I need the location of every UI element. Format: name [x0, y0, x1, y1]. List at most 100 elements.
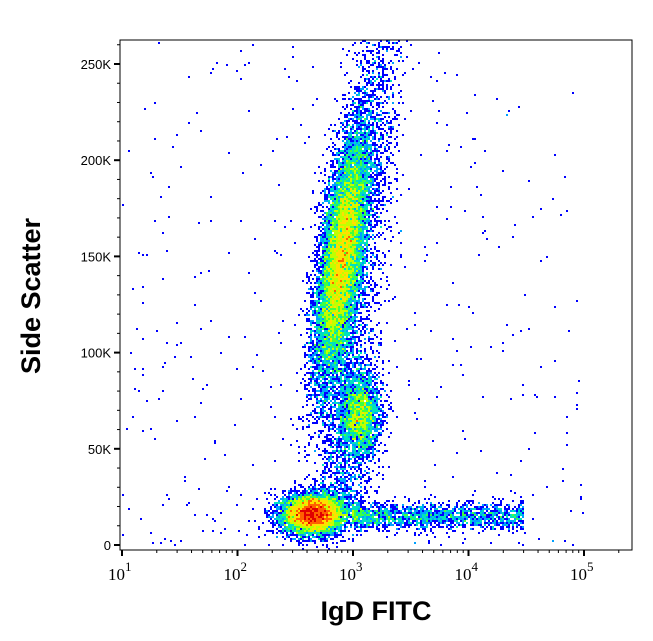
density-cell	[330, 366, 332, 368]
density-cell	[356, 238, 358, 240]
density-cell	[356, 182, 358, 184]
density-cell	[326, 336, 328, 338]
density-cell	[366, 166, 368, 168]
density-cell	[324, 322, 326, 324]
density-cell	[352, 402, 354, 404]
density-cell	[334, 330, 336, 332]
density-cell	[364, 142, 366, 144]
density-cell	[298, 446, 300, 448]
density-cell	[382, 68, 384, 70]
density-cell	[334, 192, 336, 194]
density-cell	[360, 144, 362, 146]
density-cell	[330, 444, 332, 446]
density-cell	[330, 214, 332, 216]
density-cell	[340, 418, 342, 420]
density-cell	[324, 174, 326, 176]
density-cell	[342, 436, 344, 438]
density-cell	[366, 102, 368, 104]
density-cell	[352, 174, 354, 176]
density-cell	[316, 312, 318, 314]
density-cell	[368, 186, 370, 188]
density-cell	[334, 350, 336, 352]
density-cell	[314, 224, 316, 226]
density-cell	[358, 164, 360, 166]
density-cell	[330, 368, 332, 370]
density-cell	[336, 220, 338, 222]
density-cell	[370, 276, 372, 278]
density-cell	[358, 236, 360, 238]
density-cell	[322, 354, 324, 356]
density-cell	[350, 272, 352, 274]
density-cell	[306, 318, 308, 320]
density-cell	[482, 396, 484, 398]
density-cell	[352, 182, 354, 184]
density-cell	[372, 328, 374, 330]
density-cell	[382, 368, 384, 370]
density-cell	[366, 164, 368, 166]
density-cell	[484, 230, 486, 232]
density-cell	[316, 238, 318, 240]
density-cell	[330, 220, 332, 222]
density-cell	[346, 246, 348, 248]
density-cell	[416, 358, 418, 360]
density-cell	[348, 284, 350, 286]
density-cell	[416, 418, 418, 420]
density-cell	[320, 374, 322, 376]
density-cell	[348, 172, 350, 174]
density-cell	[356, 98, 358, 100]
density-cell	[326, 328, 328, 330]
density-cell	[360, 258, 362, 260]
density-cell	[356, 406, 358, 408]
density-cell	[146, 400, 148, 402]
density-cell	[362, 224, 364, 226]
density-cell	[370, 438, 372, 440]
density-cell	[354, 230, 356, 232]
density-cell	[352, 156, 354, 158]
density-cell	[274, 416, 276, 418]
density-cell	[388, 42, 390, 44]
density-cell	[348, 138, 350, 140]
density-cell	[350, 242, 352, 244]
density-cell	[318, 394, 320, 396]
density-cell	[362, 270, 364, 272]
density-cell	[372, 112, 374, 114]
density-cell	[346, 406, 348, 408]
density-cell	[402, 60, 404, 62]
density-cell	[352, 422, 354, 424]
density-cell	[358, 420, 360, 422]
density-cell	[322, 402, 324, 404]
density-cell	[358, 170, 360, 172]
density-cell	[348, 118, 350, 120]
density-cell	[318, 358, 320, 360]
density-cell	[366, 60, 368, 62]
density-cell	[354, 428, 356, 430]
density-cell	[336, 344, 338, 346]
density-cell	[366, 404, 368, 406]
density-cell	[358, 212, 360, 214]
density-cell	[332, 330, 334, 332]
density-cell	[366, 182, 368, 184]
density-cell	[346, 410, 348, 412]
density-cell	[344, 346, 346, 348]
density-cell	[382, 136, 384, 138]
density-cell	[304, 446, 306, 448]
density-cell	[374, 412, 376, 414]
density-cell	[358, 154, 360, 156]
density-cell	[162, 232, 164, 234]
density-cell	[342, 182, 344, 184]
density-cell	[336, 252, 338, 254]
density-cell	[354, 276, 356, 278]
density-cell	[362, 136, 364, 138]
density-cell	[340, 174, 342, 176]
density-cell	[350, 186, 352, 188]
density-cell	[374, 174, 376, 176]
density-cell	[372, 418, 374, 420]
density-cell	[432, 100, 434, 102]
density-cell	[338, 212, 340, 214]
density-cell	[364, 68, 366, 70]
density-cell	[318, 328, 320, 330]
density-cell	[362, 300, 364, 302]
density-cell	[210, 320, 212, 322]
density-cell	[324, 398, 326, 400]
density-cell	[350, 238, 352, 240]
